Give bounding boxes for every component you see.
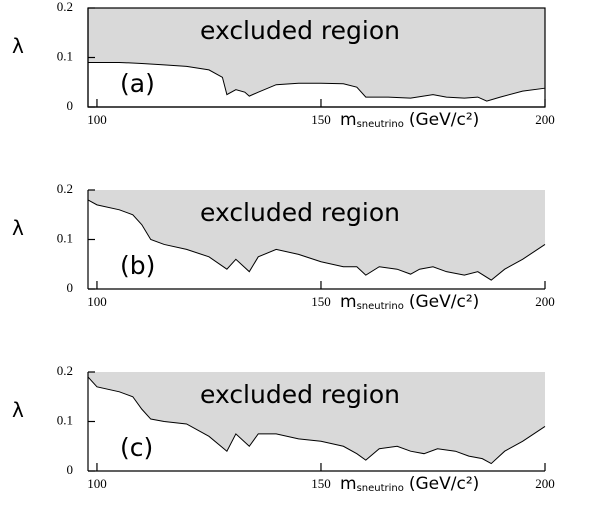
x-label-symbol: m xyxy=(340,292,357,312)
y-axis-label: λ xyxy=(12,34,24,58)
x-tick-label: 100 xyxy=(87,112,107,127)
x-tick-label: 200 xyxy=(535,476,555,491)
x-label-unit: (GeV/c²) xyxy=(409,110,479,130)
x-axis-label: msneutrino (GeV/c²) xyxy=(340,474,479,494)
annotation: excluded region xyxy=(200,16,400,45)
x-tick-label: 200 xyxy=(535,294,555,309)
annotation: excluded region xyxy=(200,380,400,409)
x-label-symbol: m xyxy=(340,474,357,494)
excluded-fill xyxy=(88,8,545,102)
x-label-subscript: sneutrino xyxy=(357,301,404,312)
panel-label: (c) xyxy=(120,433,153,462)
y-tick-label: 0.2 xyxy=(57,0,73,14)
x-label-symbol: m xyxy=(340,110,357,130)
y-tick-label: 0.1 xyxy=(57,412,73,427)
x-label-subscript: sneutrino xyxy=(357,119,404,130)
y-tick-label: 0.2 xyxy=(57,363,73,378)
x-label-unit: (GeV/c²) xyxy=(409,292,479,312)
y-axis-label: λ xyxy=(12,398,24,422)
x-tick-label: 150 xyxy=(311,476,331,491)
y-tick-label: 0 xyxy=(67,280,74,295)
annotation: excluded region xyxy=(200,198,400,227)
y-tick-label: 0 xyxy=(67,462,74,477)
y-tick-label: 0 xyxy=(67,98,74,113)
y-tick-label: 0.1 xyxy=(57,48,73,63)
panel-label: (b) xyxy=(120,251,155,280)
excluded-fill xyxy=(88,190,545,281)
y-tick-label: 0.1 xyxy=(57,230,73,245)
exclusion-curve xyxy=(87,376,546,465)
x-tick-label: 100 xyxy=(87,294,107,309)
x-label-unit: (GeV/c²) xyxy=(409,474,479,494)
y-tick-label: 0.2 xyxy=(57,181,73,196)
x-axis-label: msneutrino (GeV/c²) xyxy=(340,110,479,130)
x-label-subscript: sneutrino xyxy=(357,483,404,494)
x-tick-label: 150 xyxy=(311,112,331,127)
exclusion-curve xyxy=(88,61,546,102)
x-axis-label: msneutrino (GeV/c²) xyxy=(340,292,479,312)
x-tick-label: 100 xyxy=(87,476,107,491)
x-tick-label: 200 xyxy=(535,112,555,127)
y-axis-label: λ xyxy=(12,216,24,240)
exclusion-curve xyxy=(87,199,546,281)
panel-label: (a) xyxy=(120,69,155,98)
x-tick-label: 150 xyxy=(311,294,331,309)
excluded-fill xyxy=(88,372,545,464)
